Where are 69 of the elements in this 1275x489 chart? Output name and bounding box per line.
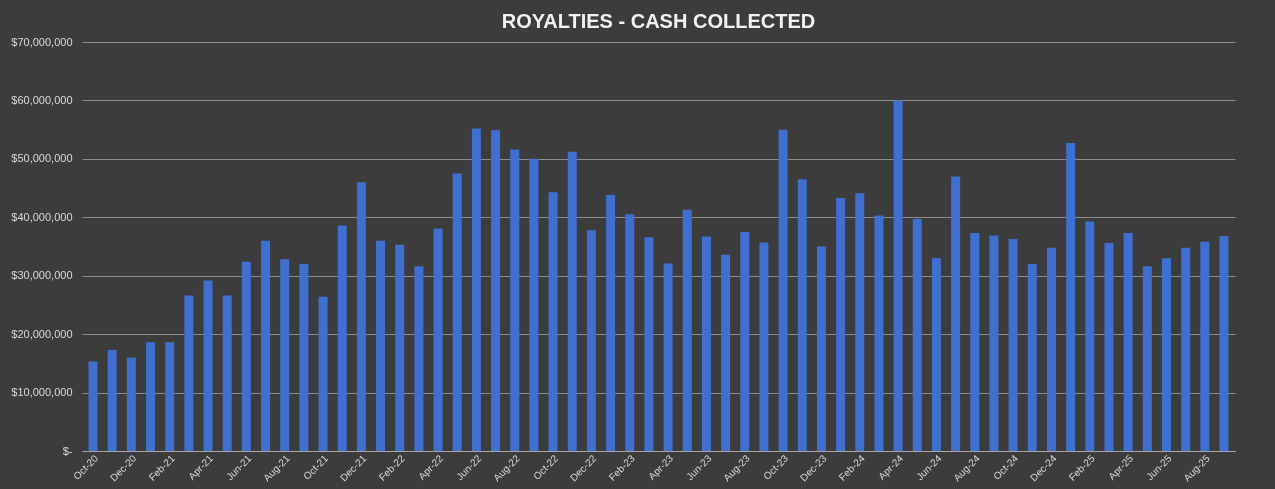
bar	[337, 225, 347, 451]
bar	[1104, 242, 1114, 451]
bar	[471, 128, 481, 451]
y-tick-label: $20,000,000	[11, 327, 73, 340]
bar	[88, 361, 98, 451]
bar	[740, 231, 750, 451]
bar	[1046, 247, 1056, 451]
bar	[107, 349, 117, 451]
bar	[797, 179, 807, 451]
y-tick-label: $-	[62, 444, 73, 457]
bar	[1219, 235, 1229, 451]
bar	[893, 100, 903, 451]
bar	[241, 261, 251, 451]
bar	[452, 173, 462, 451]
y-tick-label: $50,000,000	[11, 152, 73, 165]
bar	[299, 264, 309, 451]
bar	[836, 198, 846, 451]
bar	[126, 357, 136, 451]
bar	[510, 149, 520, 451]
bar	[1123, 233, 1133, 451]
bar	[644, 237, 654, 451]
bar	[663, 263, 673, 451]
bar	[1181, 247, 1191, 451]
bar	[1008, 238, 1018, 451]
y-tick-label: $30,000,000	[11, 269, 73, 282]
bar	[318, 296, 328, 451]
bar	[759, 242, 769, 451]
y-tick-label: $60,000,000	[11, 93, 73, 106]
bar	[491, 130, 501, 451]
bar	[1161, 258, 1171, 451]
bar	[1142, 266, 1152, 451]
bar	[912, 219, 922, 451]
bar	[146, 342, 156, 451]
bar	[931, 258, 941, 451]
bar	[721, 254, 731, 451]
bar	[203, 280, 213, 451]
bar	[1200, 241, 1210, 451]
bar	[586, 230, 596, 451]
bar	[280, 259, 290, 451]
bar	[529, 158, 539, 451]
bar	[989, 235, 999, 451]
bar	[701, 236, 711, 451]
bar	[874, 215, 884, 451]
bar	[356, 182, 366, 451]
bar	[1027, 264, 1037, 451]
bar	[951, 176, 961, 451]
bar	[395, 244, 405, 451]
bar	[682, 209, 692, 451]
bar	[414, 266, 424, 451]
bar	[1066, 143, 1076, 451]
y-tick-label: $70,000,000	[11, 35, 73, 48]
bar	[165, 342, 175, 451]
bar	[376, 240, 386, 451]
bar	[970, 233, 980, 451]
bar	[433, 228, 443, 451]
bar	[816, 246, 826, 451]
bar	[606, 195, 616, 451]
y-tick-label: $40,000,000	[11, 210, 73, 223]
chart-title: ROYALTIES - CASH COLLECTED	[501, 10, 816, 32]
bar	[567, 151, 577, 451]
bar	[1085, 221, 1095, 451]
bar	[184, 295, 194, 451]
bar	[778, 129, 788, 451]
bar	[261, 240, 271, 451]
bar	[548, 192, 558, 451]
bar	[625, 214, 635, 451]
y-tick-label: $10,000,000	[11, 386, 73, 399]
bar	[222, 295, 232, 451]
bar	[855, 193, 865, 451]
